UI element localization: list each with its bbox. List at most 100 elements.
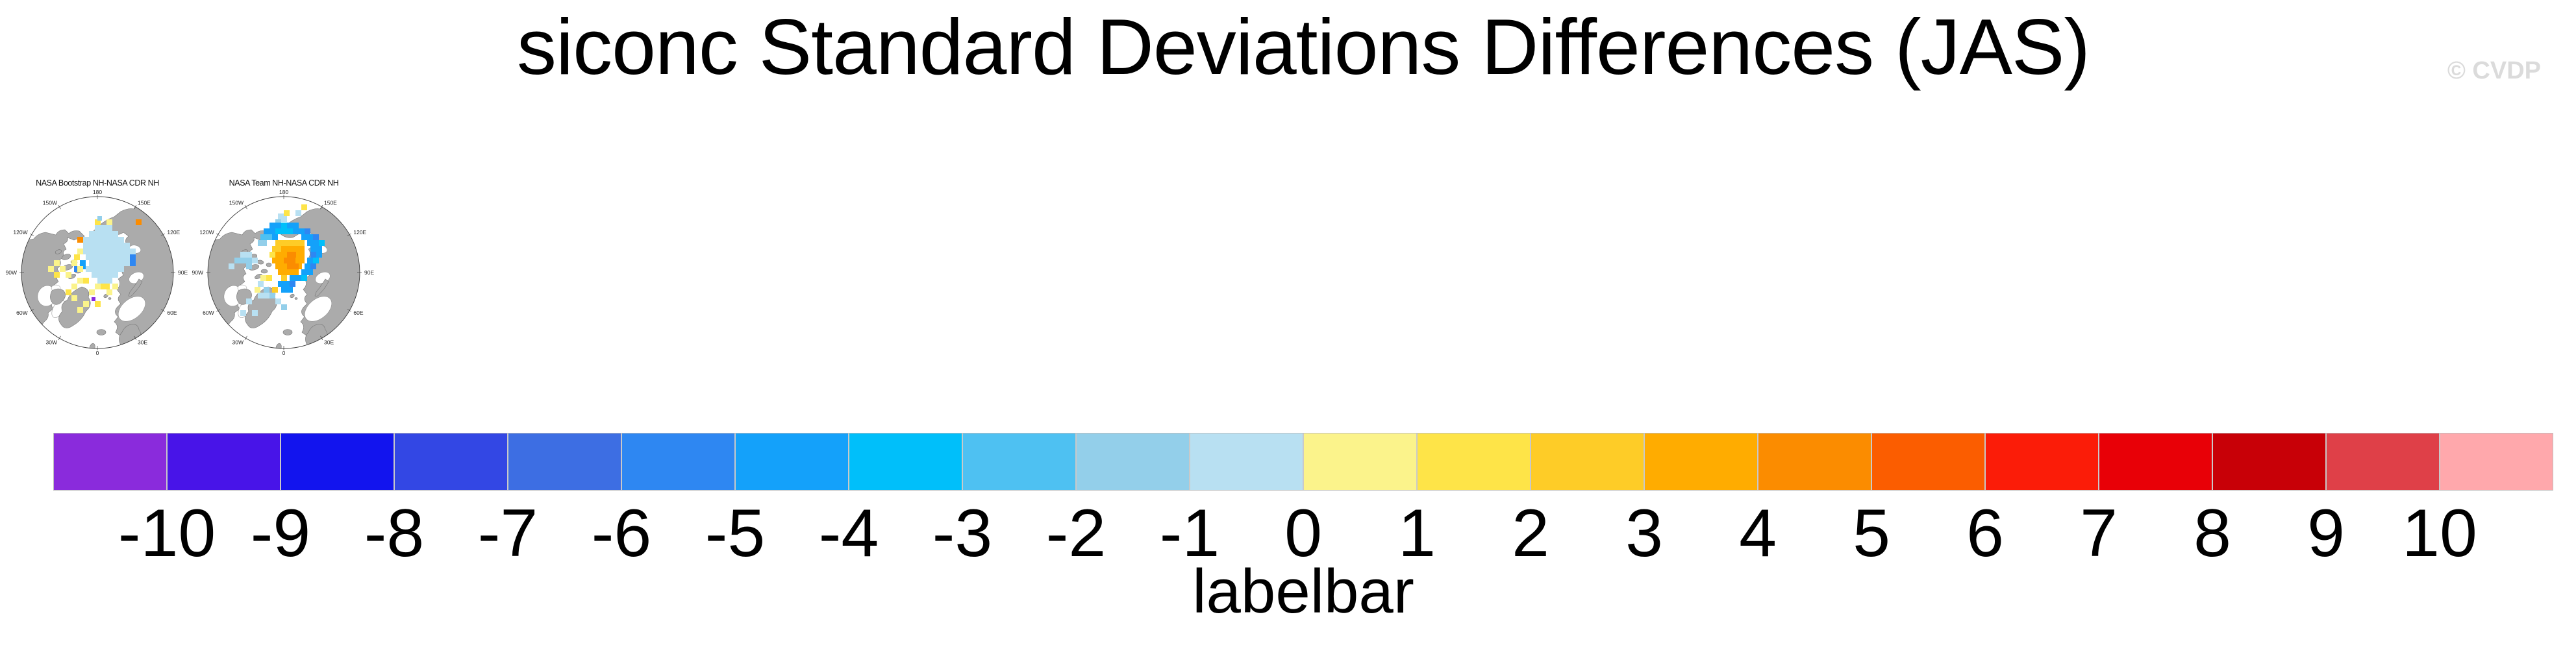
grid-cell [295,210,301,216]
grid-cell [77,249,83,254]
colorbar-cell [1758,433,1871,490]
grid-cell [313,258,319,263]
grid-cell [284,258,295,263]
grid-cell [92,297,95,301]
grid-cell [272,234,278,240]
cvdp-watermark: © CVDP [2447,57,2541,84]
lon-tick [244,335,247,341]
grid-cell [287,223,299,228]
grid-cell [281,275,287,281]
lon-label: 120E [167,229,180,236]
lon-label: 90E [178,269,188,276]
colorbar-tick-label: -6 [591,496,652,571]
grid-cell [290,275,301,281]
grid-cell [281,304,287,310]
colorbar-cell [1190,433,1303,490]
grid-cell [301,204,307,210]
grid-cell [112,284,118,289]
grid-cell [258,293,269,298]
grid-cell [66,272,71,278]
grid-cell [281,216,287,222]
grid-cell [281,246,305,252]
grid-cell [319,240,325,246]
grid-cell [97,278,112,284]
grid-cell [275,228,293,234]
colorbar-cell [1531,433,1644,490]
grid-cell [83,301,89,307]
lon-label: 180 [279,189,288,195]
grid-cell [71,284,77,289]
grid-cell [136,219,142,225]
lon-tick [29,309,34,312]
grid-cell [48,266,54,272]
grid-cell [278,213,284,219]
lon-tick [134,204,137,210]
colorbar-cell [963,433,1075,490]
grid-cell [266,275,272,281]
colorbar-tick-label: 6 [1966,496,2004,571]
grid-cell [307,258,313,263]
lon-tick [160,309,166,312]
grid-cell [246,298,252,304]
grid-cell [54,272,60,278]
colorbar-cell [1418,433,1530,490]
colorbar-tick-label: -5 [705,496,766,571]
lon-label: 0 [282,350,286,356]
colorbar-cell [168,433,280,490]
grid-cell [281,287,293,293]
grid-cell [95,219,101,225]
grid-cell [269,293,275,298]
grid-cell [316,252,322,258]
grid-cell [305,228,310,234]
grid-cell [305,263,310,269]
grid-cell [307,240,319,246]
page-title: siconc Standard Deviations Differences (… [517,3,2090,91]
grid-cell [252,258,258,263]
grid-cell [77,266,83,272]
grid-cell [313,234,319,240]
colorbar-cell [2213,433,2325,490]
grid-cell [130,254,136,266]
grid-cell [246,263,252,269]
lon-tick [347,309,352,312]
grid-cell [290,281,295,287]
grid-cell [66,289,71,295]
lon-label: 30W [232,339,244,345]
grid-cell [275,240,305,246]
grid-cell [60,266,66,272]
grid-cell [272,287,278,293]
colorbar-tick-label: -10 [118,496,216,571]
lon-label: 180 [93,189,102,195]
grid-cell [95,225,112,231]
grid-cell [278,281,290,287]
grid-cell [54,260,60,266]
lon-label: 150E [324,200,337,206]
grid-cell [80,260,86,269]
grid-cell [83,237,124,243]
grid-cell [240,310,246,316]
lon-label: 90W [6,269,17,276]
colorbar-cell [736,433,848,490]
lon-labels: 180 150E 120E 90E 60E 30E 0 30W 60W 90W 120W 150W [192,189,375,356]
grid-cell [234,258,252,263]
lon-tick [58,335,61,341]
grid-cell [252,310,258,316]
grid-cell [275,298,281,304]
colorbar-tick-label: 9 [2307,496,2345,571]
grid-cell [301,275,307,281]
colorbar-tick-label: -3 [932,496,993,571]
colorbar-cell [395,433,507,490]
grid-cell [71,295,77,301]
grid-cell [281,223,287,228]
grid-cell [101,284,110,289]
lon-label: 150W [43,200,57,206]
colorbar-tick-label: 10 [2402,496,2477,571]
map-panel-nasa-bootstrap: NASA Bootstrap NH-NASA CDR NH 180 150E 120… [6,178,188,356]
grid-cell [269,252,275,258]
lon-label: 150W [229,200,244,206]
grid-cell [80,249,136,254]
lon-label: 30E [138,339,147,345]
grid-cell [74,266,79,272]
grid-cell [264,287,269,293]
